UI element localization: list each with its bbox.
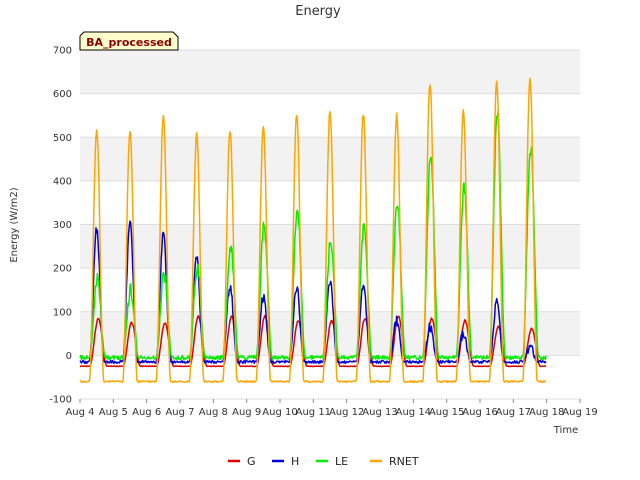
y-tick-label: 600 bbox=[53, 89, 72, 100]
processing-badge: BA_processed bbox=[79, 31, 179, 51]
grid-band bbox=[80, 224, 580, 269]
grid-band bbox=[80, 50, 580, 94]
x-tick-label: Aug 15 bbox=[429, 407, 464, 418]
legend-item-le: LE bbox=[316, 455, 348, 468]
legend: G H LE RNET bbox=[228, 455, 419, 468]
x-axis-label: Time bbox=[553, 425, 578, 436]
x-tick-label: Aug 9 bbox=[232, 407, 261, 418]
y-tick-label: -100 bbox=[49, 395, 72, 406]
series-line-rnet bbox=[79, 77, 547, 384]
y-tick-label: 500 bbox=[53, 133, 72, 144]
legend-item-h: H bbox=[272, 455, 299, 468]
legend-label: LE bbox=[335, 455, 348, 468]
x-tick-label: Aug 14 bbox=[396, 407, 431, 418]
y-tick-label: 100 bbox=[53, 307, 72, 318]
y-axis-label: Energy (W/m2) bbox=[9, 187, 20, 262]
y-tick-label: 300 bbox=[53, 220, 72, 231]
legend-item-rnet: RNET bbox=[370, 455, 419, 468]
legend-label: G bbox=[247, 455, 256, 468]
legend-label: H bbox=[291, 455, 299, 468]
x-tick-label: Aug 19 bbox=[562, 407, 597, 418]
chart-title: Energy bbox=[295, 4, 341, 19]
x-tick-label: Aug 7 bbox=[165, 407, 194, 418]
badge-label: BA_processed bbox=[86, 36, 172, 49]
x-tick-label: Aug 18 bbox=[529, 407, 564, 418]
grid-band bbox=[80, 137, 580, 181]
legend-label: RNET bbox=[389, 455, 419, 468]
x-tick-label: Aug 10 bbox=[262, 407, 297, 418]
y-tick-label: 0 bbox=[66, 351, 72, 362]
x-tick-label: Aug 8 bbox=[199, 407, 228, 418]
series-lines bbox=[79, 77, 547, 384]
x-tick-label: Aug 4 bbox=[65, 407, 94, 418]
x-tick-label: Aug 6 bbox=[132, 407, 161, 418]
x-tick-label: Aug 5 bbox=[99, 407, 128, 418]
y-axis-ticks: -100 0 100 200 300 400 500 600 700 bbox=[49, 46, 72, 406]
y-tick-label: 700 bbox=[53, 46, 72, 57]
y-tick-label: 400 bbox=[53, 176, 72, 187]
x-tick-label: Aug 17 bbox=[496, 407, 531, 418]
legend-item-g: G bbox=[228, 455, 256, 468]
x-tick-label: Aug 13 bbox=[362, 407, 397, 418]
x-axis-ticks: Aug 4 Aug 5 Aug 6 Aug 7 Aug 8 Aug 9 Aug 10Aug … bbox=[65, 399, 598, 418]
x-tick-label: Aug 11 bbox=[296, 407, 331, 418]
x-tick-label: Aug 16 bbox=[462, 407, 497, 418]
y-tick-label: 200 bbox=[53, 264, 72, 275]
x-tick-label: Aug 12 bbox=[329, 407, 364, 418]
